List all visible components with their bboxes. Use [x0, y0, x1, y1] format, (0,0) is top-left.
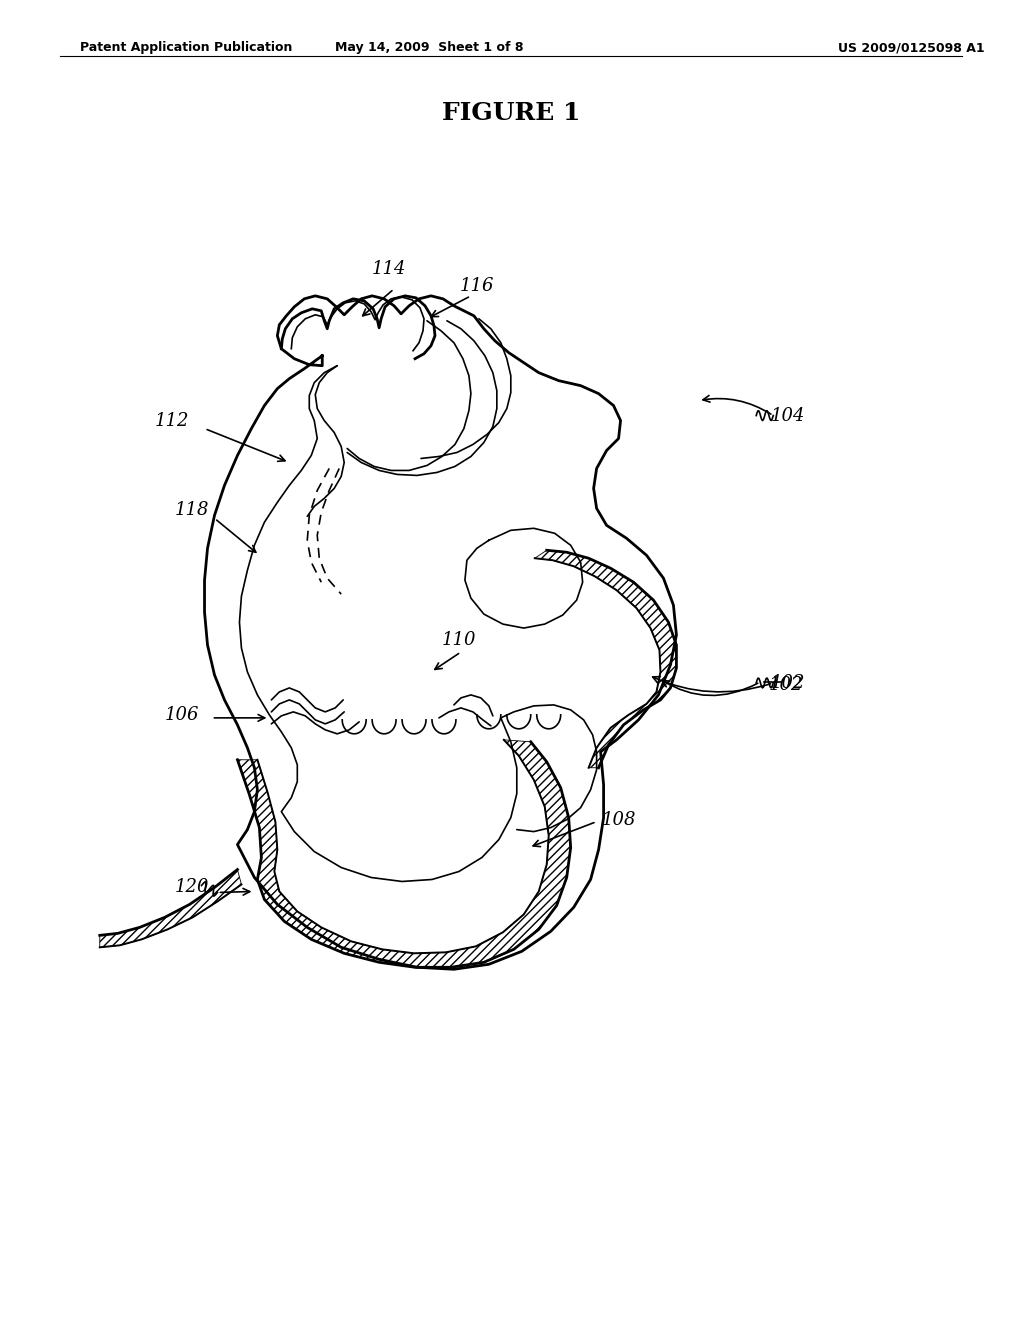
Text: 120: 120	[174, 879, 209, 896]
Text: 114: 114	[372, 260, 407, 279]
Text: May 14, 2009  Sheet 1 of 8: May 14, 2009 Sheet 1 of 8	[335, 41, 523, 54]
Polygon shape	[99, 870, 242, 948]
Text: 110: 110	[441, 631, 476, 649]
Text: 108: 108	[601, 810, 636, 829]
Text: 104: 104	[771, 407, 806, 425]
Text: 118: 118	[174, 502, 209, 519]
Text: US 2009/0125098 A1: US 2009/0125098 A1	[838, 41, 985, 54]
Text: 116: 116	[460, 277, 495, 294]
Polygon shape	[535, 550, 677, 768]
Text: 102: 102	[771, 675, 806, 692]
Text: 106: 106	[164, 706, 199, 723]
Text: Patent Application Publication: Patent Application Publication	[80, 41, 292, 54]
Text: 112: 112	[155, 412, 188, 429]
Text: FIGURE 1: FIGURE 1	[441, 102, 580, 125]
Polygon shape	[238, 739, 570, 968]
Text: 102: 102	[769, 676, 804, 694]
